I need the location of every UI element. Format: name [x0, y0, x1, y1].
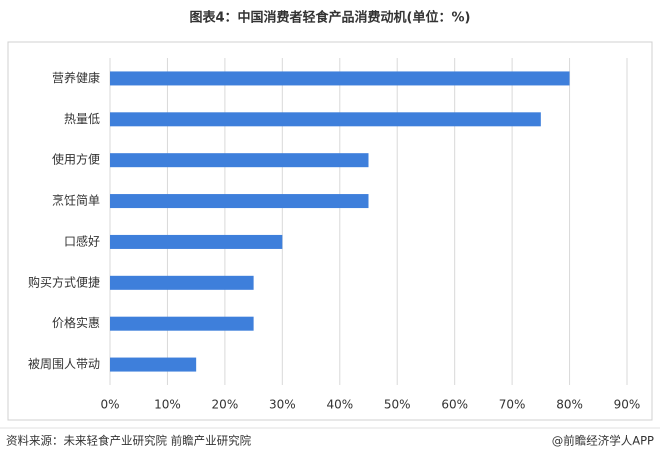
- y-tick-label: 烹饪简单: [52, 193, 100, 208]
- x-tick-label: 90%: [614, 398, 641, 412]
- bar: [110, 194, 369, 209]
- x-tick-label: 50%: [384, 398, 411, 412]
- bar: [110, 316, 254, 331]
- chart-frame: [7, 41, 653, 421]
- source-note: 资料来源：未来轻食产业研究院 前瞻产业研究院: [6, 434, 252, 448]
- bar: [110, 275, 254, 290]
- x-tick-label: 10%: [154, 398, 181, 412]
- y-tick-label: 购买方式便捷: [28, 274, 100, 289]
- bar: [110, 71, 570, 86]
- x-tick-label: 70%: [499, 398, 526, 412]
- y-tick-label: 价格实惠: [52, 315, 100, 330]
- x-tick-label: 30%: [269, 398, 296, 412]
- y-tick-label: 被周围人带动: [28, 357, 100, 371]
- chart-title: 图表4：中国消费者轻食产品消费动机(单位：%): [190, 10, 471, 26]
- x-tick-label: 80%: [556, 398, 583, 412]
- y-tick-label: 营养健康: [52, 70, 100, 85]
- x-tick-label: 60%: [441, 398, 468, 412]
- y-tick-label: 使用方便: [52, 152, 100, 167]
- x-tick-label: 20%: [212, 398, 239, 412]
- y-tick-label: 热量低: [64, 112, 100, 126]
- bar: [110, 153, 369, 168]
- bar: [110, 357, 197, 372]
- y-tick-label: 口感好: [64, 233, 100, 248]
- bar: [110, 112, 541, 127]
- credit: @前瞻经济学人APP: [552, 434, 654, 448]
- bar: [110, 234, 283, 249]
- x-tick-label: 0%: [100, 398, 119, 412]
- x-tick-label: 40%: [326, 398, 353, 412]
